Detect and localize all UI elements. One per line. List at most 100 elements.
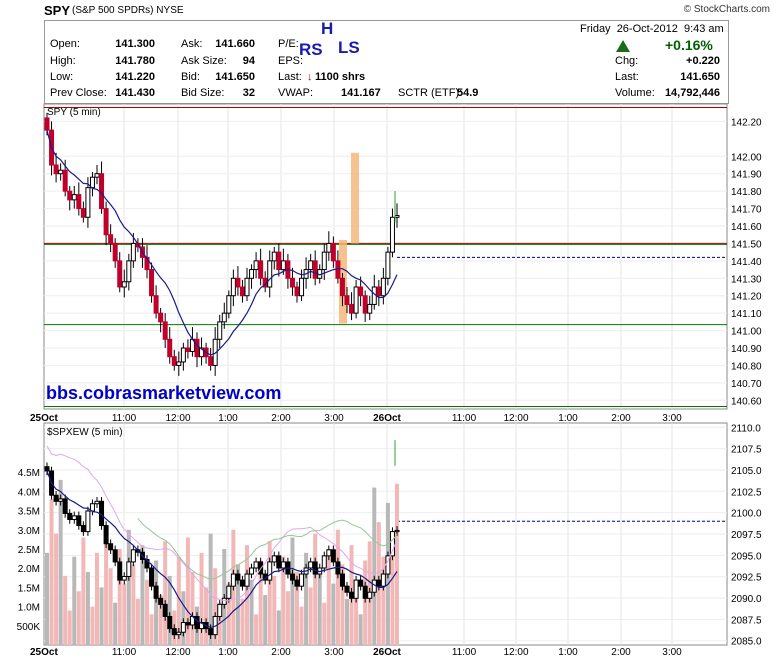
price-x-label: 26Oct <box>373 413 401 424</box>
price-candle <box>358 286 364 297</box>
price-candle <box>126 260 132 283</box>
spxew-candle <box>180 622 186 633</box>
price-y-tick: 141.80 <box>731 187 762 198</box>
volume-bar <box>340 564 345 645</box>
open-label: Open: <box>50 38 80 50</box>
volume-bar <box>317 568 322 645</box>
price-x-label: 1:00 <box>558 413 578 424</box>
price-candle <box>294 286 300 297</box>
price-y-tick: 142.20 <box>731 117 762 128</box>
volume-bar <box>345 598 349 645</box>
price-candle <box>221 312 227 323</box>
spxew-x-label: 26Oct <box>373 647 401 658</box>
price-x-label: 3:00 <box>662 413 682 424</box>
spxew-candle <box>235 573 241 581</box>
volume-bar <box>213 568 218 645</box>
ask-label: Ask: <box>181 38 203 50</box>
spxew-candle <box>80 525 86 533</box>
volume-bar <box>281 556 286 645</box>
spxew-candle <box>44 466 50 472</box>
last-shares-value: 1100 shrs <box>315 71 366 83</box>
eps-label: EPS: <box>278 55 304 67</box>
price-candle <box>385 251 391 279</box>
price-candle <box>394 215 400 218</box>
price-candle <box>312 260 318 279</box>
price-panel-title: SPY (5 min) <box>47 107 101 118</box>
price-candle <box>217 321 223 340</box>
spxew-candle <box>208 628 214 636</box>
spxew-candle <box>162 603 168 617</box>
price-candle <box>389 216 395 253</box>
price-candle <box>194 338 200 358</box>
price-candle <box>62 169 68 192</box>
bid-label: Bid: <box>181 71 200 83</box>
spxew-y-tick: 2092.5 <box>731 573 762 584</box>
spxew-candle <box>244 573 250 587</box>
price-candle <box>171 356 177 366</box>
high-label: High: <box>50 55 76 67</box>
volume-bar <box>290 537 295 645</box>
spxew-candle <box>326 549 332 557</box>
price-candle <box>67 190 73 201</box>
spxew-candle <box>376 579 382 587</box>
spxew-candle <box>367 591 373 599</box>
spxew-moving-average <box>46 470 398 629</box>
price-candle <box>53 164 59 175</box>
price-candle <box>376 286 382 297</box>
spxew-x-label: 1:00 <box>558 647 578 658</box>
price-candle <box>76 194 82 210</box>
volume-bar <box>304 552 309 645</box>
price-x-label: 12:00 <box>165 413 190 424</box>
spxew-candle <box>149 567 155 587</box>
price-candle <box>299 277 305 297</box>
spxew-candle <box>194 615 200 630</box>
up-arrow-icon <box>616 40 630 52</box>
price-candle <box>85 187 91 218</box>
vwap-label: VWAP: <box>278 87 314 99</box>
volume-bar <box>208 533 213 645</box>
spxew-candle <box>171 628 177 636</box>
volume-bar <box>276 610 281 645</box>
price-y-tick: 141.70 <box>731 205 762 216</box>
volume-bar <box>122 583 127 645</box>
price-candle <box>103 208 109 236</box>
volume-bar <box>181 591 186 645</box>
volume-bar <box>326 549 331 645</box>
spxew-x-label: 11:00 <box>112 647 137 658</box>
price-candle <box>180 347 186 363</box>
price-candle <box>380 277 386 297</box>
volume-bar <box>163 541 168 645</box>
price-y-tick: 141.20 <box>731 292 762 303</box>
spxew-candle <box>71 515 77 520</box>
price-x-label: 2:00 <box>271 413 291 424</box>
last-shares-label: Last: <box>278 71 302 83</box>
volume-bar <box>99 587 104 645</box>
volume-bar <box>226 583 231 645</box>
volume-bar <box>381 556 386 645</box>
spxew-y-tick: 2102.5 <box>731 487 762 498</box>
price-candle <box>71 194 77 201</box>
price-candle <box>344 295 350 305</box>
symbol: SPY <box>44 3 71 18</box>
spxew-candle <box>389 531 395 557</box>
spxew-x-label: 11:00 <box>452 647 477 658</box>
spxew-candle <box>267 561 273 581</box>
volume-bar <box>313 533 318 645</box>
price-x-label: 11:00 <box>112 413 137 424</box>
spxew-candle <box>380 573 386 587</box>
spxew-overlay-line <box>46 445 398 602</box>
spxew-x-label: 12:00 <box>503 647 528 658</box>
price-y-tick: 140.70 <box>731 379 762 390</box>
volume-bar <box>95 552 99 645</box>
price-candle <box>153 295 159 314</box>
volume-bar <box>235 564 240 645</box>
volume-bar <box>240 598 245 645</box>
spxew-candle <box>339 573 345 587</box>
spxew-candle <box>217 603 223 617</box>
price-candle <box>226 295 232 314</box>
spxew-candle <box>126 561 132 577</box>
spxew-candle <box>358 579 364 587</box>
price-candle <box>162 321 168 340</box>
volume-tick: 500K <box>17 622 41 633</box>
spxew-x-label: 3:00 <box>662 647 682 658</box>
